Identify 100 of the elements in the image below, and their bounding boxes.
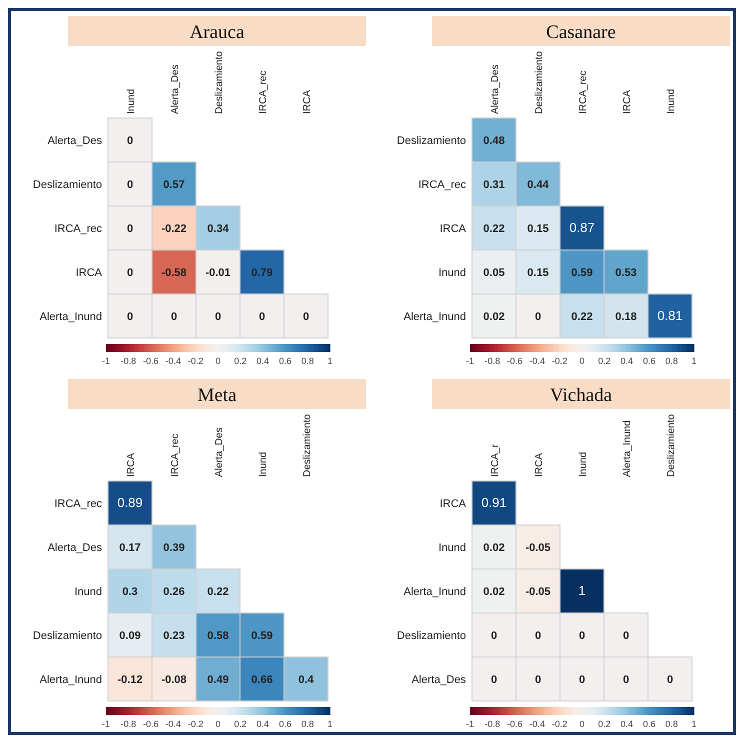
x-tick-label: IRCA bbox=[126, 452, 137, 477]
color-bar-label: -0.8 bbox=[120, 356, 136, 366]
y-tick-label: IRCA_rec bbox=[418, 179, 466, 191]
x-tick-label: IRCA bbox=[622, 90, 633, 114]
data-label: 0 bbox=[126, 179, 134, 191]
data-label: 0.22 bbox=[207, 586, 229, 598]
color-bar-label: 1 bbox=[327, 719, 333, 729]
color-bar-label: -0.2 bbox=[188, 356, 204, 366]
color-bar-label: -1 bbox=[102, 356, 110, 366]
x-tick-label: Deslizamiento bbox=[534, 50, 545, 114]
x-tick-label: IRCA_r bbox=[490, 444, 501, 477]
data-label: 0.34 bbox=[207, 223, 230, 235]
color-bar-label: -0.8 bbox=[484, 719, 500, 729]
x-tick-label: Inund bbox=[126, 88, 137, 114]
data-label: 0.02 bbox=[483, 586, 505, 598]
data-label: 0.02 bbox=[483, 311, 505, 323]
color-bar-label: -0.6 bbox=[143, 719, 159, 729]
color-bar-label: -0.4 bbox=[529, 356, 545, 366]
data-label: 0.58 bbox=[207, 630, 229, 642]
data-label: 0.26 bbox=[163, 586, 185, 598]
y-tick-label: Deslizamiento bbox=[32, 630, 102, 642]
x-tick-label: IRCA_rec bbox=[258, 70, 269, 114]
data-label: 0.59 bbox=[251, 630, 273, 642]
color-bar-label: 0.8 bbox=[665, 719, 678, 729]
color-bar-label: 0.4 bbox=[256, 719, 270, 729]
x-tick-label: Deslizamiento bbox=[302, 414, 313, 477]
y-tick-label: Alerta_Inund bbox=[40, 674, 102, 686]
data-label: 0.81 bbox=[657, 308, 683, 323]
color-bar-label: 0 bbox=[215, 719, 221, 729]
data-label: 0.87 bbox=[569, 220, 595, 235]
data-label: 0.23 bbox=[163, 630, 185, 642]
x-tick-label: Inund bbox=[258, 452, 269, 477]
data-label: 0 bbox=[170, 311, 178, 323]
data-label: 0 bbox=[258, 311, 266, 323]
data-label: -0.08 bbox=[161, 674, 187, 686]
color-bar-label: -0.4 bbox=[165, 356, 181, 366]
data-label: 0.22 bbox=[483, 223, 505, 235]
color-bar-label: -0.2 bbox=[552, 719, 568, 729]
x-tick-label: Alerta_Des bbox=[490, 64, 501, 114]
color-bar-label: -0.8 bbox=[120, 719, 136, 729]
y-tick-label: Deslizamiento bbox=[396, 630, 466, 642]
y-tick-label: Alerta_Des bbox=[48, 542, 102, 554]
color-bar-label: 0.6 bbox=[642, 719, 656, 729]
data-label: 0.48 bbox=[483, 135, 505, 147]
color-bar-label: -1 bbox=[102, 719, 110, 729]
data-label: 0 bbox=[534, 630, 542, 642]
data-label: 0 bbox=[490, 630, 498, 642]
data-label: 0.89 bbox=[117, 495, 143, 510]
color-bar-label: 0.2 bbox=[598, 356, 611, 366]
x-tick-label: IRCA_rec bbox=[578, 70, 589, 114]
chart-title: Meta bbox=[197, 385, 238, 406]
y-tick-label: IRCA bbox=[76, 267, 103, 279]
data-label: 0.79 bbox=[251, 267, 273, 279]
color-bar-label: -0.2 bbox=[188, 719, 204, 729]
color-bar-label: 0.4 bbox=[620, 356, 634, 366]
color-bar-label: 0.6 bbox=[278, 356, 292, 366]
y-tick-label: Alerta_Des bbox=[48, 135, 102, 147]
data-label: 0 bbox=[126, 311, 134, 323]
data-label: 0.05 bbox=[483, 267, 505, 279]
data-label: 0.53 bbox=[615, 267, 637, 279]
color-bar-label: 0.2 bbox=[234, 719, 247, 729]
y-tick-label: Deslizamiento bbox=[32, 179, 102, 191]
x-tick-label: IRCA_rec bbox=[170, 434, 181, 477]
chart-title: Casanare bbox=[546, 22, 616, 43]
y-tick-label: IRCA_rec bbox=[54, 223, 102, 235]
color-bar-label: -0.6 bbox=[507, 356, 523, 366]
data-label: 0 bbox=[126, 267, 134, 279]
data-label: 0.18 bbox=[615, 311, 637, 323]
data-label: -0.58 bbox=[161, 267, 187, 279]
data-label: 0.02 bbox=[483, 542, 505, 554]
color-bar-label: 0.6 bbox=[642, 356, 656, 366]
data-label: -0.01 bbox=[205, 267, 231, 279]
data-label: 0.31 bbox=[483, 179, 505, 191]
color-bar-label: 1 bbox=[691, 356, 697, 366]
y-tick-label: IRCA bbox=[440, 498, 467, 510]
x-tick-label: Deslizamiento bbox=[666, 414, 677, 477]
color-bar-label: -0.4 bbox=[165, 719, 181, 729]
color-bar-label: 0.2 bbox=[234, 356, 247, 366]
data-label: 0.59 bbox=[571, 267, 593, 279]
x-tick-label: Deslizamiento bbox=[214, 50, 225, 114]
color-bar-label: -0.6 bbox=[507, 719, 523, 729]
color-bar-label: -0.6 bbox=[143, 356, 159, 366]
color-bar-label: 0.8 bbox=[665, 356, 678, 366]
data-label: 1 bbox=[578, 583, 586, 598]
color-bar-label: 1 bbox=[327, 356, 333, 366]
data-label: 0.15 bbox=[527, 223, 549, 235]
data-label: 0.66 bbox=[251, 674, 273, 686]
data-label: 0 bbox=[126, 223, 134, 235]
data-label: 0 bbox=[214, 311, 222, 323]
data-label: -0.22 bbox=[161, 223, 187, 235]
data-label: 0.57 bbox=[163, 179, 185, 191]
color-bar-label: 0.8 bbox=[301, 719, 314, 729]
color-bar-label: 0 bbox=[579, 356, 585, 366]
color-bar-label: -0.8 bbox=[484, 356, 500, 366]
data-label: -0.05 bbox=[525, 586, 551, 598]
data-label: 0.91 bbox=[481, 495, 507, 510]
x-tick-label: Inund bbox=[666, 88, 677, 114]
data-label: 0.17 bbox=[119, 542, 141, 554]
data-label: 0.4 bbox=[298, 674, 315, 686]
x-tick-label: Alerta_Des bbox=[214, 428, 225, 477]
